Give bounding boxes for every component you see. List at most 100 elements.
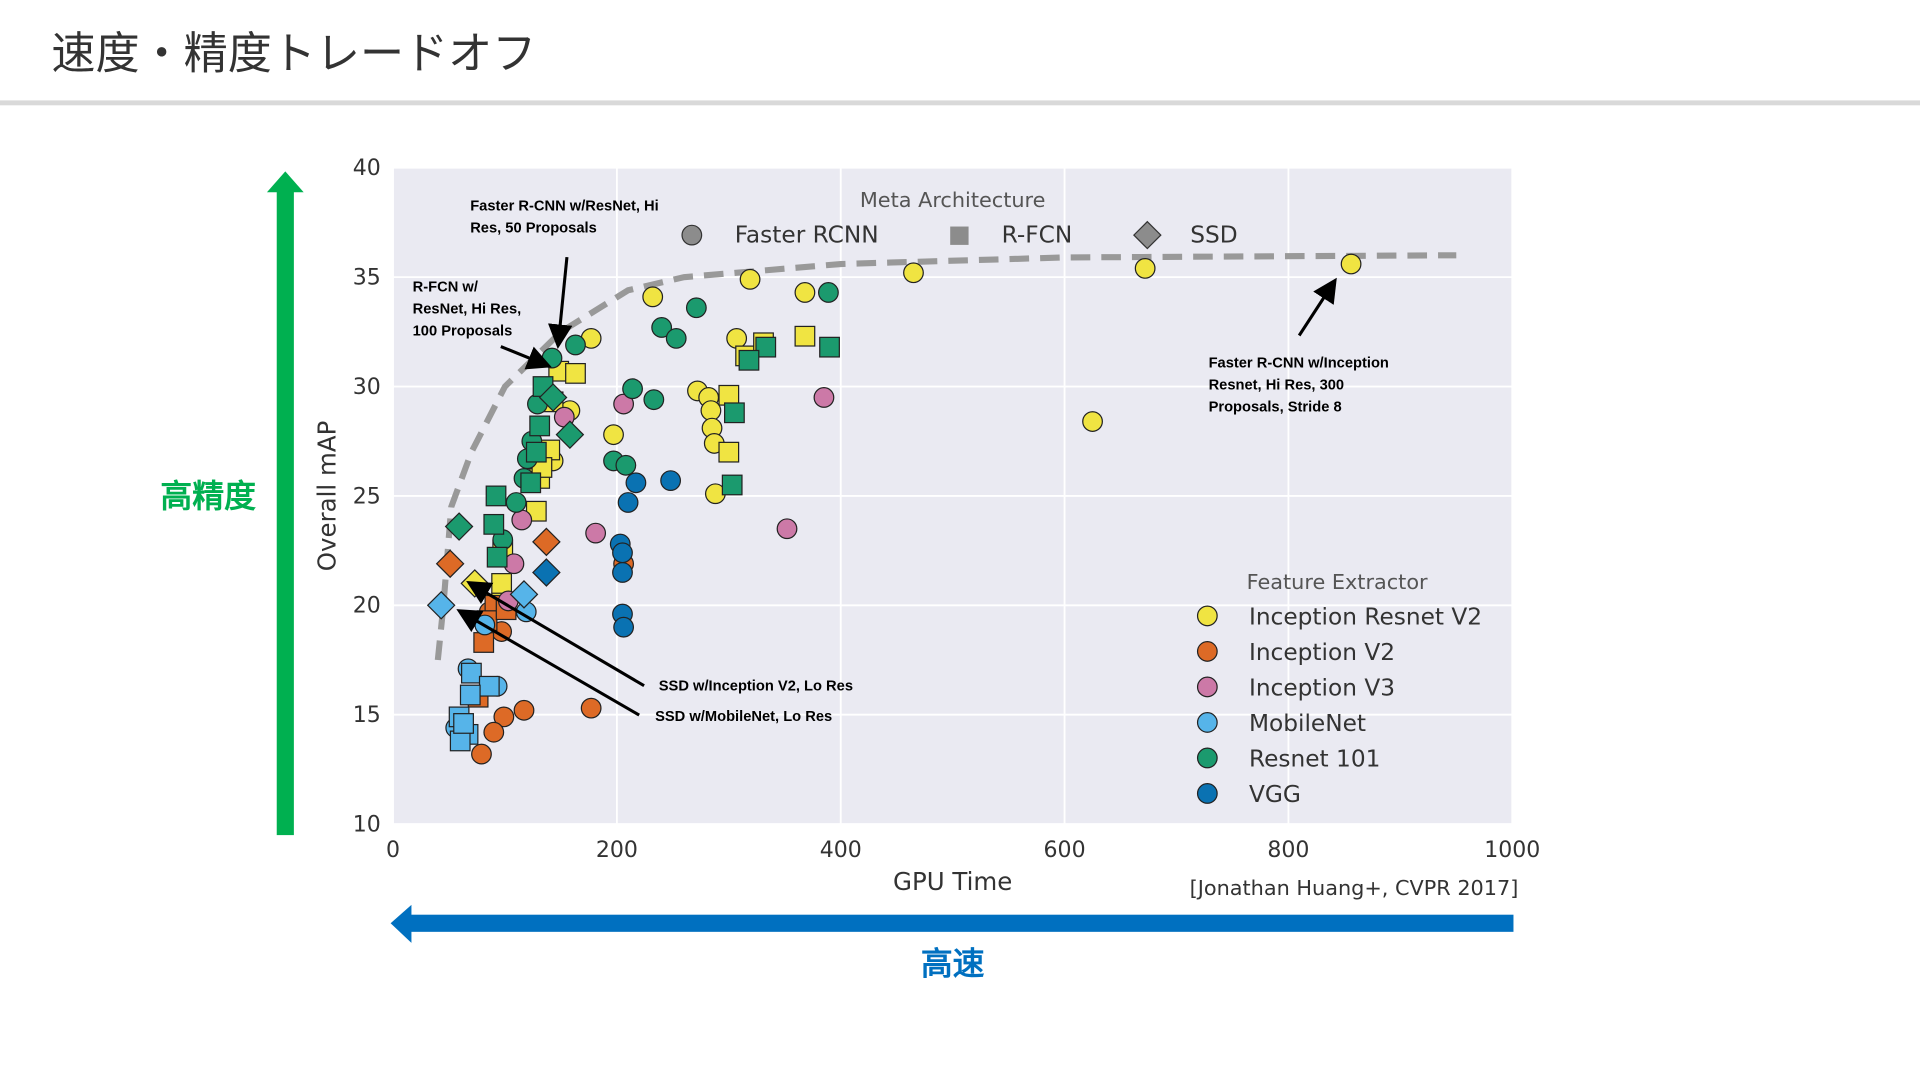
y-tick-label: 20 <box>353 594 381 619</box>
point-resnet-101-circle <box>615 454 637 476</box>
point-inception-resnet-v2-circle <box>642 286 664 308</box>
point-inception-resnet-v2-circle <box>903 262 924 284</box>
point-resnet-101-square <box>483 513 505 535</box>
legend-label: Inception V3 <box>1249 675 1395 702</box>
x-tick-label: 600 <box>1044 838 1086 863</box>
axis-ticks: 0 200 400 600 800 1000 10 15 20 25 30 35 40 <box>353 156 1541 863</box>
x-tick-label: 0 <box>386 838 400 863</box>
point-resnet-101-circle <box>643 389 665 411</box>
point-vgg-circle <box>612 542 633 564</box>
legend-label: Inception V2 <box>1249 639 1395 666</box>
legend-label: Inception Resnet V2 <box>1249 603 1482 630</box>
point-mobilenet-diamond <box>426 590 456 620</box>
legend-square-marker <box>950 226 969 245</box>
annotation-ssd-mobilenet: SSD w/MobileNet, Lo Res <box>456 609 832 725</box>
legend-faster-rcnn: Faster RCNN <box>735 221 879 248</box>
point-inception-v3-circle <box>776 518 798 540</box>
point-inception-resnet-v2-square <box>794 325 816 347</box>
legend-marker-inception-v3 <box>1196 676 1218 698</box>
speed-label: 高速 <box>921 945 985 983</box>
point-inception-resnet-v2-square <box>718 441 740 463</box>
legend-marker-mobilenet <box>1196 712 1218 733</box>
point-inception-resnet-v2-circle <box>739 268 761 290</box>
point-inception-resnet-v2-circle <box>794 282 816 303</box>
point-resnet-101-circle <box>565 334 586 356</box>
point-resnet-101-square <box>724 402 745 424</box>
accuracy-label: 高精度 <box>160 477 256 515</box>
point-resnet-101-diamond <box>444 512 474 541</box>
y-tick-label: 10 <box>353 812 381 837</box>
legend-marker-inception-resnet-v2 <box>1196 605 1218 627</box>
x-tick-label: 400 <box>820 838 862 863</box>
point-vgg-circle <box>613 616 635 638</box>
annotation-rfcn-resnet: R-FCN w/ResNet, Hi Res, 100 Proposals <box>413 279 552 370</box>
point-resnet-101-circle <box>622 378 643 400</box>
speed-arrow <box>390 904 1514 943</box>
point-resnet-101-square <box>721 474 743 496</box>
point-resnet-101-square <box>485 485 507 507</box>
point-inception-resnet-v2-square <box>718 384 740 406</box>
legend-label: Resnet 101 <box>1249 746 1380 773</box>
legend-marker-vgg <box>1196 783 1218 804</box>
title-divider <box>0 100 1920 106</box>
grid <box>392 166 1514 825</box>
point-inception-resnet-v2-circle <box>1134 257 1156 279</box>
point-resnet-101-circle <box>818 282 839 303</box>
point-resnet-101-circle <box>665 327 687 349</box>
point-resnet-101-square <box>738 349 760 371</box>
point-inception-v2-diamond <box>532 527 561 557</box>
point-inception-resnet-v2-circle <box>603 424 624 446</box>
point-resnet-101-diamond <box>538 383 568 412</box>
annotation-ssd-inception-v2: SSD w/Inception V2, Lo Res <box>466 580 853 695</box>
point-inception-resnet-v2-circle <box>1082 411 1103 432</box>
x-axis-label: GPU Time <box>893 867 1012 896</box>
legend-rfcn: R-FCN <box>1002 221 1073 248</box>
legend-circle-marker <box>681 224 703 246</box>
legend-marker-resnet-101 <box>1196 747 1218 769</box>
svg-text:SSD w/Inception V2, Lo Res: SSD w/Inception V2, Lo Res <box>659 679 853 695</box>
legend-label: MobileNet <box>1249 710 1366 737</box>
x-tick-label: 800 <box>1267 838 1309 863</box>
meta-legend-title: Meta Architecture <box>860 188 1046 212</box>
point-vgg-circle <box>617 492 639 513</box>
point-mobilenet-square <box>449 730 471 752</box>
point-inception-resnet-v2-circle <box>726 327 748 349</box>
legend-marker-inception-v2 <box>1196 641 1218 662</box>
y-tick-label: 35 <box>353 265 381 290</box>
legend-diamond-marker <box>1133 220 1162 250</box>
annotation-faster-rcnn-resnet: Faster R-CNN w/ResNet, Hi Res, 50 Proposa… <box>470 199 659 349</box>
data-points <box>426 253 1362 765</box>
feature-legend-title: Feature Extractor <box>1247 570 1428 594</box>
point-mobilenet-square <box>453 713 474 734</box>
point-vgg-circle <box>612 562 633 583</box>
point-inception-resnet-v2-square <box>491 573 513 594</box>
meta-architecture-legend: Meta Architecture Faster RCNN R-FCN SSD <box>681 188 1238 250</box>
point-mobilenet-square <box>478 675 500 697</box>
point-resnet-101-square <box>525 441 547 463</box>
point-inception-resnet-v2-square <box>565 362 586 384</box>
citation: [Jonathan Huang+, CVPR 2017] <box>1190 876 1519 900</box>
point-resnet-101-circle <box>505 492 527 513</box>
point-inception-v2-diamond <box>435 549 465 579</box>
point-mobilenet-square <box>459 684 481 706</box>
point-resnet-101-square <box>520 472 542 494</box>
point-resnet-101-circle <box>651 317 673 338</box>
svg-text:R-FCN w/ResNet, Hi Res,100 Pro: R-FCN w/ResNet, Hi Res, 100 Proposals <box>413 279 522 339</box>
point-inception-v2-circle <box>493 706 515 728</box>
point-inception-resnet-v2-circle <box>1340 253 1362 275</box>
point-vgg-diamond <box>532 558 561 587</box>
point-inception-v3-circle <box>613 393 635 415</box>
y-tick-label: 30 <box>353 375 381 400</box>
legend-label: VGG <box>1249 781 1301 808</box>
point-resnet-101-square <box>486 546 508 568</box>
point-mobilenet-square <box>460 662 482 684</box>
point-inception-resnet-v2-circle <box>700 400 722 422</box>
annotation-faster-rcnn-inception-resnet: Faster R-CNN w/Inception Resnet, Hi Res, … <box>1209 277 1389 415</box>
accuracy-arrow <box>266 171 304 836</box>
point-resnet-101-square <box>529 415 551 437</box>
x-tick-label: 200 <box>596 838 638 863</box>
x-tick-label: 1000 <box>1484 838 1540 863</box>
slide-title: 速度・精度トレードオフ <box>51 29 536 80</box>
